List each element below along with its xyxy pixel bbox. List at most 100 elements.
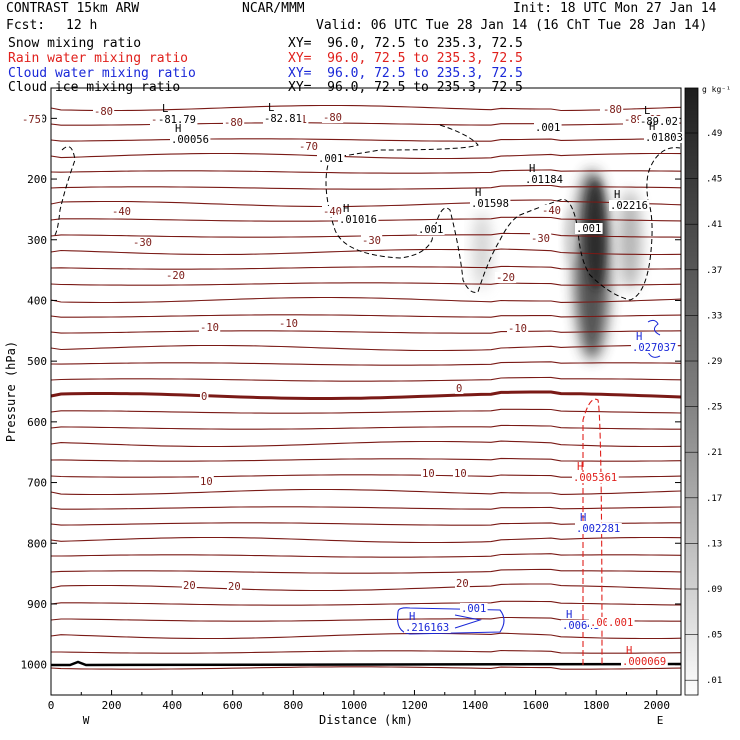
extrema-value: .00056 — [171, 134, 209, 146]
contour-value-label: .001 — [318, 153, 343, 165]
ground-line — [51, 660, 682, 667]
temperature-label: -75 — [22, 114, 41, 126]
x-tick-label: 0 — [48, 699, 55, 712]
temperature-label: 0 — [201, 391, 207, 403]
isotherm-line — [50, 314, 682, 318]
colorbar-gradient — [684, 87, 699, 696]
temperature-label: 20 — [228, 581, 241, 593]
temperature-label: -80 — [224, 117, 243, 129]
isotherm-line — [50, 376, 682, 382]
x-tick-label: 1400 — [462, 699, 489, 712]
label-background — [361, 235, 383, 246]
extrema-value: .01598 — [471, 198, 509, 210]
isotherm-line — [50, 169, 682, 174]
colorbar-tick-label: .25 — [706, 403, 722, 413]
label-background — [93, 106, 115, 117]
isotherm-line — [50, 600, 682, 606]
x-tick-label: 200 — [102, 699, 122, 712]
cloud-ice-contour — [54, 146, 76, 236]
temperature-label: -80 — [94, 106, 113, 118]
colorbar-tick-label: .33 — [706, 311, 722, 321]
temperature-label: -80 — [323, 112, 342, 124]
extrema-marker: H — [636, 331, 642, 343]
label-background — [607, 617, 635, 628]
extrema-marker: H — [626, 645, 632, 657]
label-background — [170, 134, 211, 145]
x-tick-label: 1200 — [401, 699, 428, 712]
extrema-marker: H — [343, 203, 349, 215]
plot-frame — [50, 87, 682, 696]
extrema-marker: H — [175, 123, 181, 135]
label-background — [589, 617, 617, 628]
temperature-label: -10 — [279, 318, 298, 330]
colorbar-tick-label: .29 — [706, 357, 722, 367]
temperature-label: 0 — [456, 383, 462, 395]
isotherm-line — [50, 248, 682, 256]
isotherm-line — [50, 361, 682, 366]
label-background — [631, 342, 678, 353]
isotherm-line — [50, 330, 682, 334]
isotherm-line — [50, 488, 682, 496]
isotherm-line — [50, 440, 682, 448]
x-axis-label: Distance (km) — [319, 713, 413, 727]
x-tick-label: 2000 — [644, 699, 671, 712]
label-background — [182, 580, 197, 591]
model-title: CONTRAST 15km ARW — [6, 1, 140, 16]
label-background — [575, 523, 622, 534]
label-background — [199, 322, 221, 333]
contour-labels: -75 -80 -81.79 -80 -82.81 -80 -70 -80 -89.02 -40 -… — [21, 102, 685, 668]
extrema-value: .01803 — [645, 132, 683, 144]
label-background — [200, 391, 209, 402]
extrema-value: .005361 — [573, 472, 617, 484]
contour-value-label: .001 — [535, 122, 560, 134]
cloud-water-contour — [647, 319, 661, 358]
label-background — [621, 656, 668, 667]
isotherm-line — [50, 282, 682, 286]
isotherm-line — [50, 122, 682, 126]
temperature-label: 20 — [183, 580, 196, 592]
label-background — [263, 113, 304, 124]
isotherm-line — [50, 506, 682, 510]
colorbar-tick-label: .41 — [706, 220, 722, 230]
isotherm-line — [50, 568, 682, 574]
extrema-value: .002281 — [576, 523, 620, 535]
extrema-value: .027037 — [632, 342, 676, 354]
label-background — [602, 104, 624, 115]
label-background — [132, 237, 154, 248]
label-background — [470, 198, 511, 209]
isotherm-line — [50, 344, 682, 352]
label-background — [575, 223, 603, 234]
y-tick-label: 400 — [27, 294, 47, 307]
extrema-value: .216163 — [405, 622, 449, 634]
extrema-marker: H — [580, 512, 586, 524]
cloud-water-contour — [454, 614, 482, 629]
isotherm-line — [50, 583, 682, 592]
temperature-label: 20 — [456, 578, 469, 590]
temperature-label: -30 — [531, 233, 550, 245]
temperature-label: -10 — [200, 322, 219, 334]
y-tick-label: 1000 — [21, 659, 48, 672]
temperature-label: 10 — [454, 468, 467, 480]
forecast-hour: 12 h — [66, 18, 98, 33]
colorbar-tick-label: .17 — [706, 494, 722, 504]
valid-time: Valid: 06 UTC Tue 28 Jan 14 (16 ChT Tue … — [316, 18, 708, 33]
temperature-label: -30 — [133, 237, 152, 249]
cloud-water-contour — [396, 607, 505, 635]
isotherm-line — [50, 666, 682, 670]
temperature-label: -40 — [323, 206, 342, 218]
x-tick-label: 600 — [223, 699, 243, 712]
isotherm-line — [50, 457, 682, 462]
extrema-marker: L — [644, 105, 650, 117]
y-tick-label: 500 — [27, 355, 47, 368]
temperature-label: -70 — [299, 141, 318, 153]
extrema-value: -82.81 — [264, 113, 302, 125]
colorbar-tick-label: .21 — [706, 448, 722, 458]
temperature-label: 10 — [200, 476, 213, 488]
y-tick-label: 200 — [27, 173, 47, 186]
field-label-rain: Rain water mixing ratio — [8, 51, 189, 66]
isotherm-line — [50, 296, 682, 304]
extrema-marker: L — [268, 102, 274, 114]
label-background — [534, 122, 562, 133]
field-xy-cloudwater: XY= 96.0, 72.5 to 235.3, 72.5 — [288, 66, 523, 81]
